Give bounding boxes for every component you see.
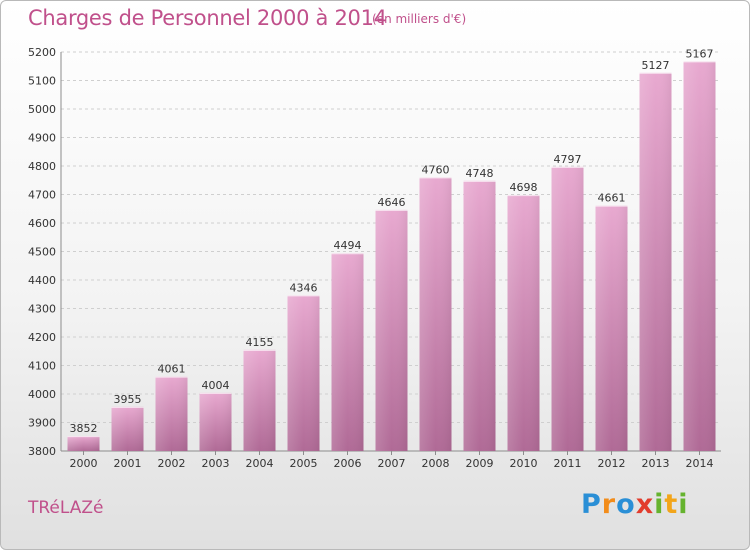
bar-shine — [287, 295, 320, 451]
x-tick-label: 2000 — [70, 457, 98, 470]
bar-shine — [155, 376, 188, 451]
y-tick-label: 4700 — [28, 189, 56, 202]
logo-letter: x — [635, 489, 655, 520]
x-tick-label: 2009 — [466, 457, 494, 470]
commune-name: TRéLAZé — [28, 498, 104, 518]
label-layer: 3852 3955 4061 4004 4155 4346 4494 4646 4760 4748… — [70, 47, 714, 435]
data-label: 4494 — [334, 239, 362, 252]
bar-shine — [683, 61, 716, 451]
y-tick-label: 4000 — [28, 388, 56, 401]
data-label: 4760 — [422, 163, 450, 176]
x-tick-label: 2013 — [642, 457, 670, 470]
data-label: 4661 — [598, 192, 626, 205]
x-tick-label: 2006 — [334, 457, 362, 470]
bar-shine — [111, 406, 144, 451]
proxiti-logo: Proxiti — [581, 489, 689, 520]
data-label: 3955 — [114, 393, 142, 406]
data-label: 3852 — [70, 422, 98, 435]
y-tick-label: 3800 — [28, 445, 56, 458]
data-label: 4646 — [378, 196, 406, 209]
x-tick-label: 2007 — [378, 457, 406, 470]
logo-letter: o — [616, 489, 636, 520]
bar-shine — [595, 205, 628, 451]
data-label: 5127 — [642, 59, 670, 72]
data-label: 4346 — [290, 281, 318, 294]
bar-shine — [375, 209, 408, 451]
y-tick-label: 4800 — [28, 160, 56, 173]
x-tick-label: 2010 — [510, 457, 538, 470]
bar-shine — [463, 180, 496, 451]
y-tick-label: 5000 — [28, 103, 56, 116]
bar-shine — [199, 392, 232, 451]
bar-shine — [639, 72, 672, 452]
bar-shine — [243, 349, 276, 451]
x-tick-label: 2004 — [246, 457, 274, 470]
x-tick-label: 2014 — [686, 457, 714, 470]
y-tick-label: 4400 — [28, 274, 56, 287]
data-label: 4061 — [158, 363, 186, 376]
x-tick-label: 2008 — [422, 457, 450, 470]
y-tick-label: 4100 — [28, 360, 56, 373]
y-tick-label: 4900 — [28, 132, 56, 145]
y-tick-label: 4300 — [28, 303, 56, 316]
data-label: 4004 — [202, 379, 230, 392]
bar-shine — [419, 177, 452, 451]
x-tick-label: 2012 — [598, 457, 626, 470]
y-tick-label: 4600 — [28, 217, 56, 230]
x-tick-label: 2011 — [554, 457, 582, 470]
bar-layer — [67, 61, 716, 452]
y-tick-label: 4500 — [28, 246, 56, 259]
y-tick-label: 3900 — [28, 417, 56, 430]
bar-shine — [331, 253, 364, 451]
data-label: 4155 — [246, 336, 274, 349]
x-tick-label: 2003 — [202, 457, 230, 470]
y-tick-label: 5200 — [28, 46, 56, 59]
x-tick-label: 2001 — [114, 457, 142, 470]
data-label: 4797 — [554, 153, 582, 166]
data-label: 4748 — [466, 167, 494, 180]
data-label: 4698 — [510, 181, 538, 194]
bar-shine — [551, 166, 584, 452]
x-tick-label: 2005 — [290, 457, 318, 470]
logo-letter: P — [581, 489, 602, 520]
chart-subtitle: (en milliers d'€) — [372, 12, 467, 26]
y-tick-label: 4200 — [28, 331, 56, 344]
x-tick-label: 2002 — [158, 457, 186, 470]
logo-letter: i — [654, 489, 665, 520]
bar-shine — [67, 436, 100, 451]
y-tick-label: 5100 — [28, 75, 56, 88]
data-label: 5167 — [686, 47, 714, 60]
logo-letter: i — [678, 489, 689, 520]
logo-letter: t — [664, 489, 679, 520]
logo-letter: r — [601, 489, 617, 520]
bar-shine — [507, 195, 540, 451]
chart-title: Charges de Personnel 2000 à 2014 — [28, 6, 387, 30]
